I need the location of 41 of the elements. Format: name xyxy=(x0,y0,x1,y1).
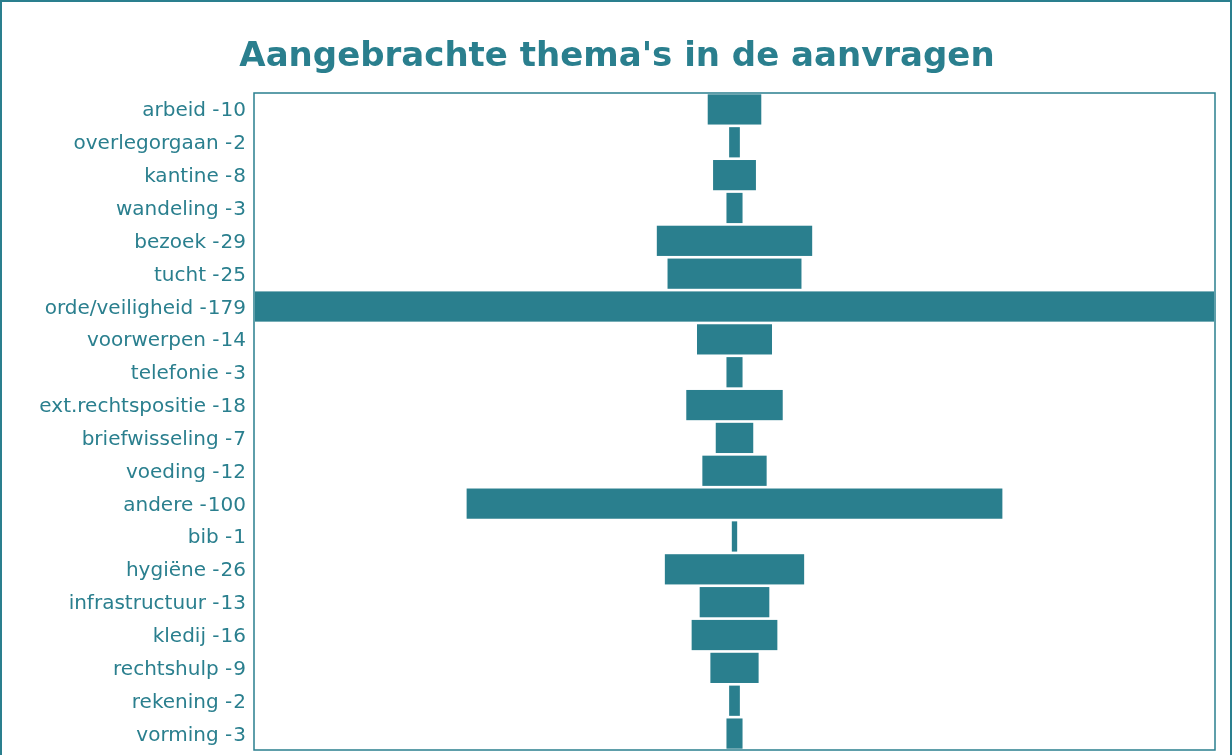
category-label: tucht - xyxy=(153,261,220,286)
data-label: 10 xyxy=(220,97,246,122)
data-label: 2 xyxy=(233,130,246,155)
data-label: 25 xyxy=(220,261,246,286)
data-label: 3 xyxy=(233,360,246,385)
category-label: voeding - xyxy=(125,458,220,483)
data-label: 26 xyxy=(220,557,246,582)
category-label: bib - xyxy=(187,524,233,549)
data-label: 3 xyxy=(233,195,246,220)
data-label: 18 xyxy=(220,393,246,418)
category-label: kledij - xyxy=(152,623,220,648)
category-label: rechtshulp - xyxy=(113,655,233,680)
category-label: vorming - xyxy=(136,721,233,746)
data-label: 3 xyxy=(233,721,246,746)
category-label: voorwerpen - xyxy=(86,327,220,352)
category-label: wandeling - xyxy=(115,195,233,220)
category-label: hygiëne - xyxy=(125,557,220,582)
data-label: 14 xyxy=(220,327,246,352)
category-label: orde/veiligheid - xyxy=(44,294,207,319)
data-label: 13 xyxy=(220,590,246,615)
data-label: 1 xyxy=(233,524,246,549)
data-label: 100 xyxy=(207,491,246,516)
category-label: arbeid - xyxy=(142,97,220,122)
category-label: overlegorgaan - xyxy=(73,130,233,155)
category-label: briefwisseling - xyxy=(81,425,233,450)
category-label: rekening - xyxy=(131,688,233,713)
data-label: 29 xyxy=(220,228,246,253)
category-label: telefonie - xyxy=(130,360,233,385)
data-label: 2 xyxy=(233,688,246,713)
data-label: 8 xyxy=(233,163,246,188)
data-label: 16 xyxy=(220,623,246,648)
category-label: infrastructuur - xyxy=(68,590,220,615)
category-label: kantine - xyxy=(144,163,233,188)
category-label: ext.rechtspositie - xyxy=(39,393,220,418)
category-label: bezoek - xyxy=(134,228,220,253)
data-label: 12 xyxy=(220,458,246,483)
category-label: andere - xyxy=(123,491,207,516)
data-label: 7 xyxy=(233,425,246,450)
data-label: 9 xyxy=(233,655,246,680)
text: Aangebrachte thema's in de aanvragen xyxy=(239,34,995,74)
data-label: 179 xyxy=(207,294,246,319)
